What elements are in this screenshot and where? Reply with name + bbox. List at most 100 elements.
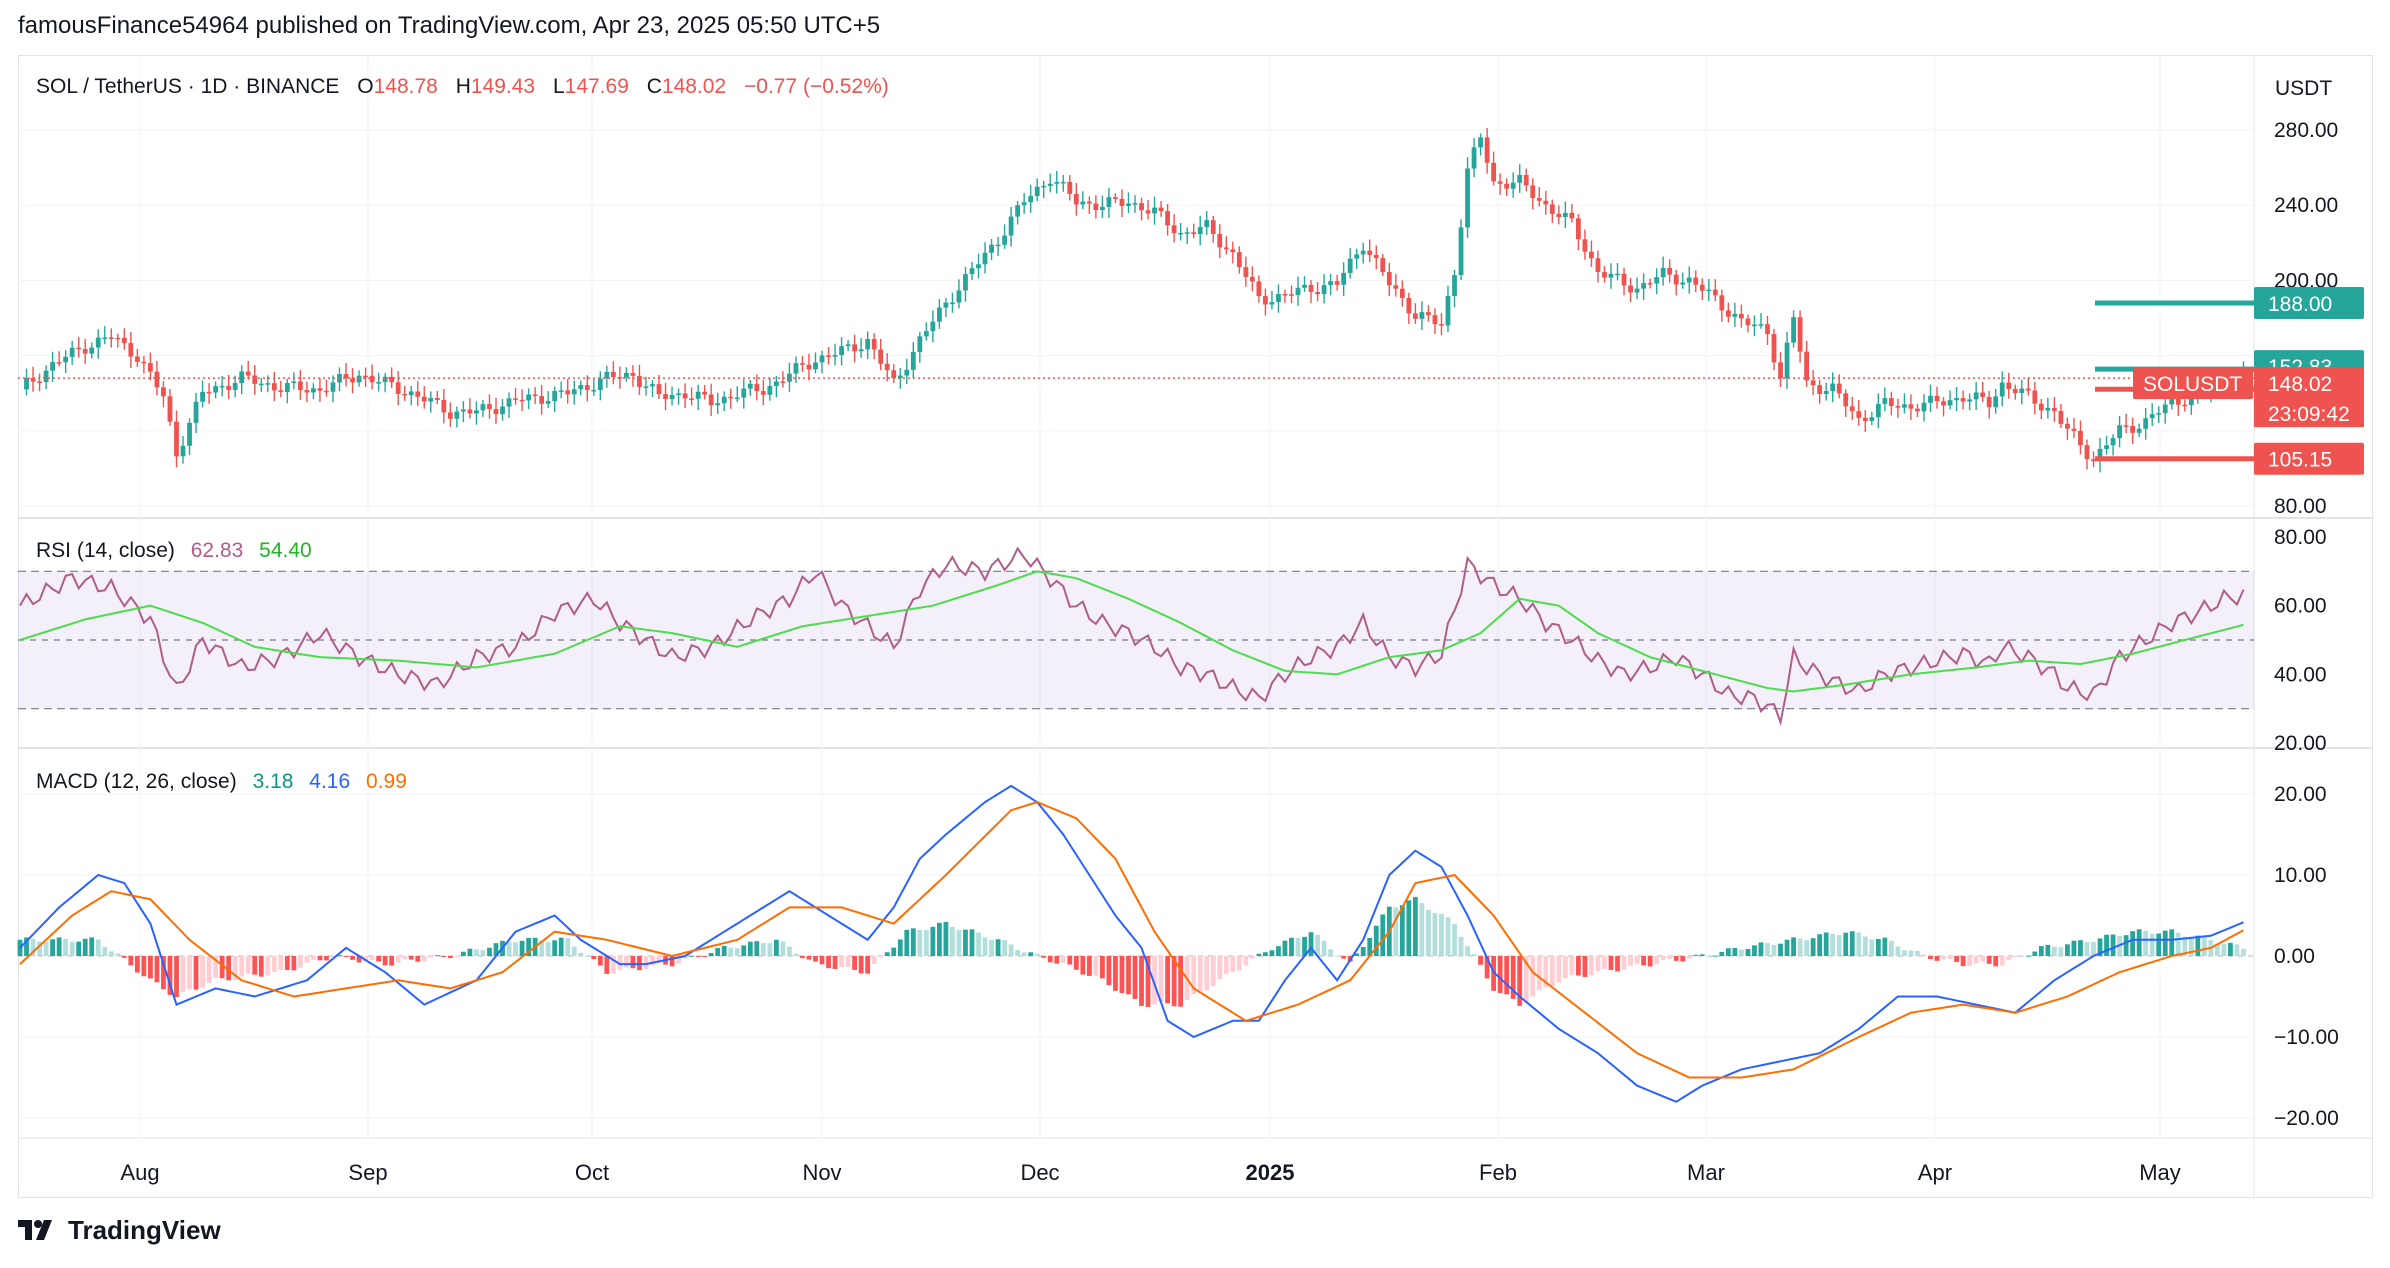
candle-down (760, 391, 766, 395)
macd-histogram-bar (265, 956, 271, 976)
macd-histogram-bar (1993, 956, 1999, 967)
candle-down (304, 390, 310, 393)
candle-down (161, 387, 166, 397)
candle-down (1621, 273, 1627, 286)
macd-histogram-bar (2045, 944, 2051, 956)
candle-up (923, 331, 929, 337)
macd-histogram-bar (1771, 944, 1777, 956)
currency-label[interactable]: USDT (2275, 77, 2332, 100)
macd-histogram-bar (689, 955, 695, 957)
macd-histogram-bar (1921, 954, 1927, 956)
macd-histogram-bar (2110, 934, 2116, 956)
low-label: L (553, 75, 565, 98)
symbol-text[interactable]: SOL / TetherUS · 1D · BINANCE (36, 75, 339, 98)
macd-histogram-bar (2228, 942, 2233, 956)
candle-down (1210, 220, 1216, 234)
candle-down (1504, 183, 1510, 189)
candle-down (415, 391, 421, 397)
candle-down (884, 363, 890, 371)
rsi-ma-line (19, 570, 2244, 693)
candle-up (311, 388, 316, 393)
rsi-legend: RSI (14, close) 62.83 54.40 (36, 539, 312, 562)
macd-histogram-bar (330, 956, 336, 958)
macd-histogram-bar (1797, 938, 1803, 956)
macd-histogram-bar (1843, 932, 1849, 956)
candle-down (1915, 408, 1920, 412)
candle-down (1797, 317, 1803, 352)
macd-histogram-bar (936, 922, 942, 956)
symbol-tag-box (2133, 367, 2253, 400)
time-tick-label: Sep (348, 1160, 387, 1185)
macd-histogram-bar (226, 956, 232, 981)
candle-up (2188, 394, 2194, 406)
candle-down (1256, 281, 1262, 296)
macd-histogram-bar (1432, 912, 1438, 956)
macd-histogram-bar (30, 938, 36, 956)
candle-up (1328, 281, 1334, 286)
candle-up (24, 377, 29, 390)
candle-down (174, 421, 179, 457)
candle-down (1308, 284, 1314, 293)
macd-histogram-bar (995, 939, 1001, 956)
candle-up (1823, 391, 1829, 394)
macd-histogram-bar (2006, 956, 2012, 960)
macd-histogram-bar (278, 956, 284, 970)
macd-histogram-bar (767, 943, 773, 956)
candle-down (800, 363, 805, 365)
macd-histogram-bar (43, 941, 49, 956)
macd-histogram-bar (363, 956, 368, 962)
tradingview-logo[interactable]: TradingView (18, 1215, 221, 1246)
candle-up (284, 383, 290, 393)
macd-histogram-bar (1791, 937, 1796, 956)
chart-frame[interactable] (18, 55, 2373, 1198)
macd-histogram-bar (1908, 950, 1914, 956)
rsi-ma-value: 54.40 (259, 539, 312, 562)
candle-down (1439, 324, 1444, 326)
macd-histogram-bar (356, 956, 362, 963)
macd-histogram-bar (2032, 951, 2038, 956)
candle-down (1230, 249, 1236, 253)
candle-down (1569, 212, 1575, 219)
candle-up (1465, 168, 1470, 228)
macd-histogram-bar (161, 956, 166, 990)
macd-tick-label: 0.00 (2274, 945, 2315, 968)
macd-histogram-bar (1478, 956, 1483, 965)
candle-up (180, 445, 186, 457)
candle-down (115, 337, 121, 340)
macd-histogram-bar (1699, 954, 1705, 956)
candle-up (591, 390, 597, 392)
rsi-value: 62.83 (191, 539, 244, 562)
macd-histogram-bar (1484, 956, 1490, 979)
candle-up (936, 307, 942, 322)
candle-down (1145, 210, 1151, 214)
macd-histogram-bar (82, 938, 88, 956)
macd-histogram-bar (200, 956, 205, 989)
candle-down (689, 398, 695, 400)
candle-up (382, 376, 388, 383)
candle-up (1882, 398, 1888, 404)
macd-histogram-bar (2214, 943, 2220, 956)
candle-down (2084, 445, 2090, 460)
macd-histogram-bar (2162, 930, 2168, 956)
macd-histogram-bar (826, 956, 831, 969)
candle-up (1947, 400, 1953, 406)
macd-histogram-bar (950, 926, 955, 956)
macd-histogram-bar (1236, 956, 1242, 971)
candle-down (513, 398, 518, 400)
candle-up (1954, 398, 1959, 401)
candle-up (917, 336, 923, 352)
macd-histogram-bar (871, 956, 877, 964)
candle-up (1008, 216, 1014, 236)
macd-histogram-bar (134, 956, 140, 973)
macd-histogram-bar (2130, 931, 2136, 956)
candle-down (402, 393, 408, 396)
candle-down (1165, 211, 1171, 226)
macd-histogram-bar (1145, 956, 1151, 1007)
macd-histogram-bar (917, 929, 923, 956)
candle-down (2175, 398, 2181, 405)
macd-histogram-bar (1315, 934, 1320, 956)
time-tick-label: Feb (1479, 1160, 1517, 1185)
candle-up (2143, 418, 2149, 429)
candle-up (715, 403, 721, 406)
